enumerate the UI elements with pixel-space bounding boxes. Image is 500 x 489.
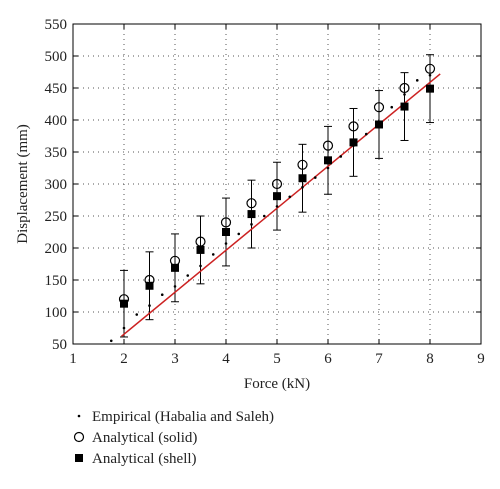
analytical-shell-point — [222, 228, 230, 236]
axis-ticks — [72, 23, 482, 345]
empirical-point — [109, 339, 113, 343]
data-markers — [109, 63, 436, 343]
y-tick-label: 300 — [45, 177, 68, 193]
y-tick-label: 100 — [45, 305, 68, 321]
analytical-solid-point — [271, 178, 283, 190]
empirical-point — [301, 185, 304, 189]
y-tick-labels: 50 100 150 200 250 300 350 400 450 500 550 — [45, 17, 68, 353]
analytical-solid-point — [399, 82, 410, 94]
legend-item: Analytical (solid) — [73, 430, 197, 446]
analytical-shell-point — [120, 299, 128, 308]
empirical-point — [262, 214, 266, 218]
empirical-point — [415, 79, 419, 82]
empirical-point — [313, 176, 317, 179]
empirical-point — [288, 195, 292, 199]
legend-marker-analytical-shell-point — [75, 454, 83, 462]
empirical-point — [211, 253, 215, 256]
analytical-solid-point — [297, 159, 308, 170]
empirical-point — [173, 285, 177, 288]
x-axis-title: Force (kN) — [244, 376, 310, 392]
empirical-point — [428, 73, 432, 77]
x-tick-label: 2 — [120, 351, 128, 367]
analytical-solid-point — [220, 217, 232, 228]
legend-label: Analytical (shell) — [92, 451, 197, 467]
legend: Empirical (Habalia and Saleh) Analytical … — [73, 409, 274, 467]
legend-label: Analytical (solid) — [92, 430, 197, 446]
analytical-shell-point — [171, 263, 179, 272]
analytical-shell-point — [400, 102, 409, 111]
empirical-point — [224, 242, 228, 245]
x-tick-label: 5 — [273, 351, 281, 367]
legend-marker-empirical-point — [77, 414, 81, 418]
analytical-shell-point — [247, 210, 256, 219]
analytical-shell-point — [273, 192, 281, 201]
fit-line — [120, 73, 441, 337]
analytical-shell-point — [349, 138, 358, 147]
y-tick-label: 450 — [45, 81, 68, 97]
empirical-point — [339, 155, 343, 158]
empirical-point — [275, 205, 279, 208]
y-tick-label: 550 — [45, 17, 68, 33]
analytical-shell-point — [145, 281, 154, 290]
empirical-point — [326, 166, 330, 170]
y-tick-label: 50 — [52, 337, 67, 353]
x-tick-label: 7 — [375, 351, 383, 367]
y-tick-label: 400 — [45, 113, 68, 129]
empirical-point — [199, 264, 202, 268]
analytical-shell-point — [426, 84, 434, 93]
analytical-solid-point — [424, 63, 436, 74]
empirical-point — [122, 326, 126, 330]
y-tick-label: 500 — [45, 49, 68, 65]
analytical-shell-point — [298, 174, 307, 183]
legend-item: Empirical (Habalia and Saleh) — [77, 409, 274, 425]
analytical-solid-point — [373, 102, 385, 113]
fit-line-group — [120, 73, 441, 337]
y-tick-label: 350 — [45, 145, 68, 161]
analytical-shell-point — [324, 156, 332, 165]
legend-marker-analytical-solid-point — [73, 431, 85, 443]
analytical-shell-point — [375, 120, 383, 129]
analytical-solid-point — [348, 121, 359, 132]
x-tick-label: 9 — [477, 351, 485, 367]
legend-label: Empirical (Habalia and Saleh) — [92, 409, 274, 425]
analytical-shell-point — [196, 245, 205, 254]
analytical-solid-point — [322, 140, 334, 151]
empirical-point — [160, 293, 164, 297]
y-tick-label: 150 — [45, 273, 68, 289]
legend-item: Analytical (shell) — [75, 451, 197, 467]
x-tick-label: 6 — [324, 351, 332, 367]
empirical-point — [364, 132, 368, 136]
empirical-point — [390, 105, 394, 109]
x-tick-label: 1 — [69, 351, 77, 367]
empirical-point — [186, 274, 190, 277]
empirical-point — [250, 223, 253, 226]
analytical-solid-point — [246, 198, 257, 209]
x-tick-label: 8 — [426, 351, 434, 367]
empirical-point — [403, 93, 406, 96]
empirical-point — [148, 304, 151, 307]
x-tick-labels: 1 2 3 4 5 6 7 8 9 — [69, 351, 485, 367]
x-tick-label: 4 — [222, 351, 230, 367]
x-tick-label: 3 — [171, 351, 179, 367]
y-axis-title: Displacement (mm) — [15, 124, 31, 244]
empirical-point — [135, 313, 139, 316]
empirical-point — [237, 232, 241, 236]
y-tick-label: 250 — [45, 209, 68, 225]
y-tick-label: 200 — [45, 241, 68, 257]
